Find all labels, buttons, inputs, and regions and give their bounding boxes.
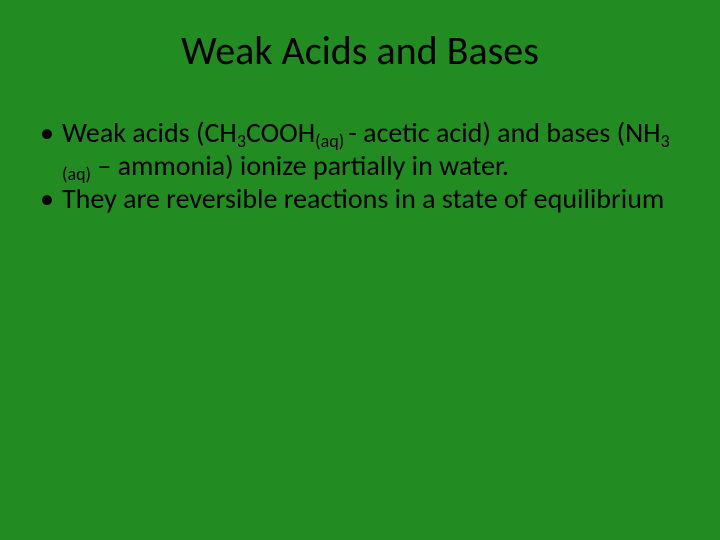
- subscript-text: 3: [237, 130, 246, 152]
- bullet-text: - acetic acid) and bases (NH: [348, 115, 660, 150]
- bullet-list: Weak acids (CH3COOH(aq) - acetic acid) a…: [40, 116, 680, 215]
- bullet-item: They are reversible reactions in a state…: [40, 182, 680, 215]
- slide-title: Weak Acids and Bases: [0, 26, 720, 75]
- bullet-item: Weak acids (CH3COOH(aq) - acetic acid) a…: [40, 116, 680, 182]
- bullet-text: COOH: [246, 115, 315, 150]
- slide: Weak Acids and Bases Weak acids (CH3COOH…: [0, 0, 720, 540]
- bullet-text: They are reversible reactions in a state…: [62, 181, 664, 216]
- subscript-text: (aq): [315, 130, 348, 152]
- bullet-text: Weak acids (CH: [62, 115, 237, 150]
- bullet-text: – ammonia) ionize partially in water.: [91, 148, 509, 183]
